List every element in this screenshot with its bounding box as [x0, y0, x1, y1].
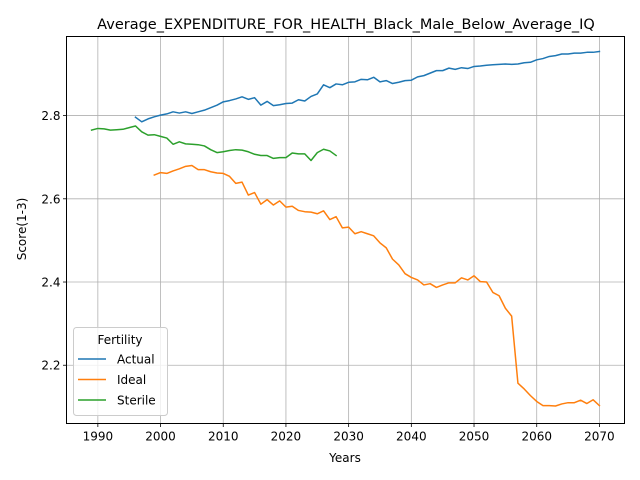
x-tick-label: 1990 [83, 430, 114, 444]
y-tick-label: 2.2 [41, 359, 60, 373]
legend-entries: Actual Ideal Sterile [78, 353, 156, 408]
y-axis: 2.2 2.4 2.6 2.8 [41, 109, 67, 373]
x-tick-label: 2030 [333, 430, 364, 444]
series-line-actual [134, 50, 601, 123]
series-layer [90, 50, 601, 407]
x-tick-label: 2040 [396, 430, 427, 444]
legend-label-actual: Actual [117, 353, 155, 367]
x-axis-label: Years [328, 451, 361, 465]
x-tick-label: 2000 [145, 430, 176, 444]
legend-label-ideal: Ideal [117, 373, 146, 387]
x-tick-label: 2010 [208, 430, 239, 444]
x-tick-label: 2070 [584, 430, 615, 444]
x-tick-label: 2020 [271, 430, 302, 444]
legend-label-sterile: Sterile [117, 394, 156, 408]
y-tick-label: 2.8 [41, 109, 60, 123]
series-line-ideal [153, 164, 601, 407]
legend-title: Fertility [97, 333, 142, 347]
legend: Fertility Actual Ideal Sterile [73, 327, 168, 416]
legend-box [73, 327, 168, 416]
y-tick-label: 2.6 [41, 192, 60, 206]
plot-area-frame [66, 36, 625, 424]
chart-title: Average_EXPENDITURE_FOR_HEALTH_Black_Mal… [97, 17, 595, 33]
x-tick-label: 2050 [459, 430, 490, 444]
x-axis: 1990 2000 2010 2020 2030 2040 2050 2060 2070 [83, 423, 615, 444]
grid-lines [66, 36, 625, 424]
x-tick-label: 2060 [521, 430, 552, 444]
y-tick-label: 2.4 [41, 276, 60, 290]
y-axis-label: Score(1-3) [15, 198, 29, 261]
series-line-sterile [90, 125, 338, 162]
